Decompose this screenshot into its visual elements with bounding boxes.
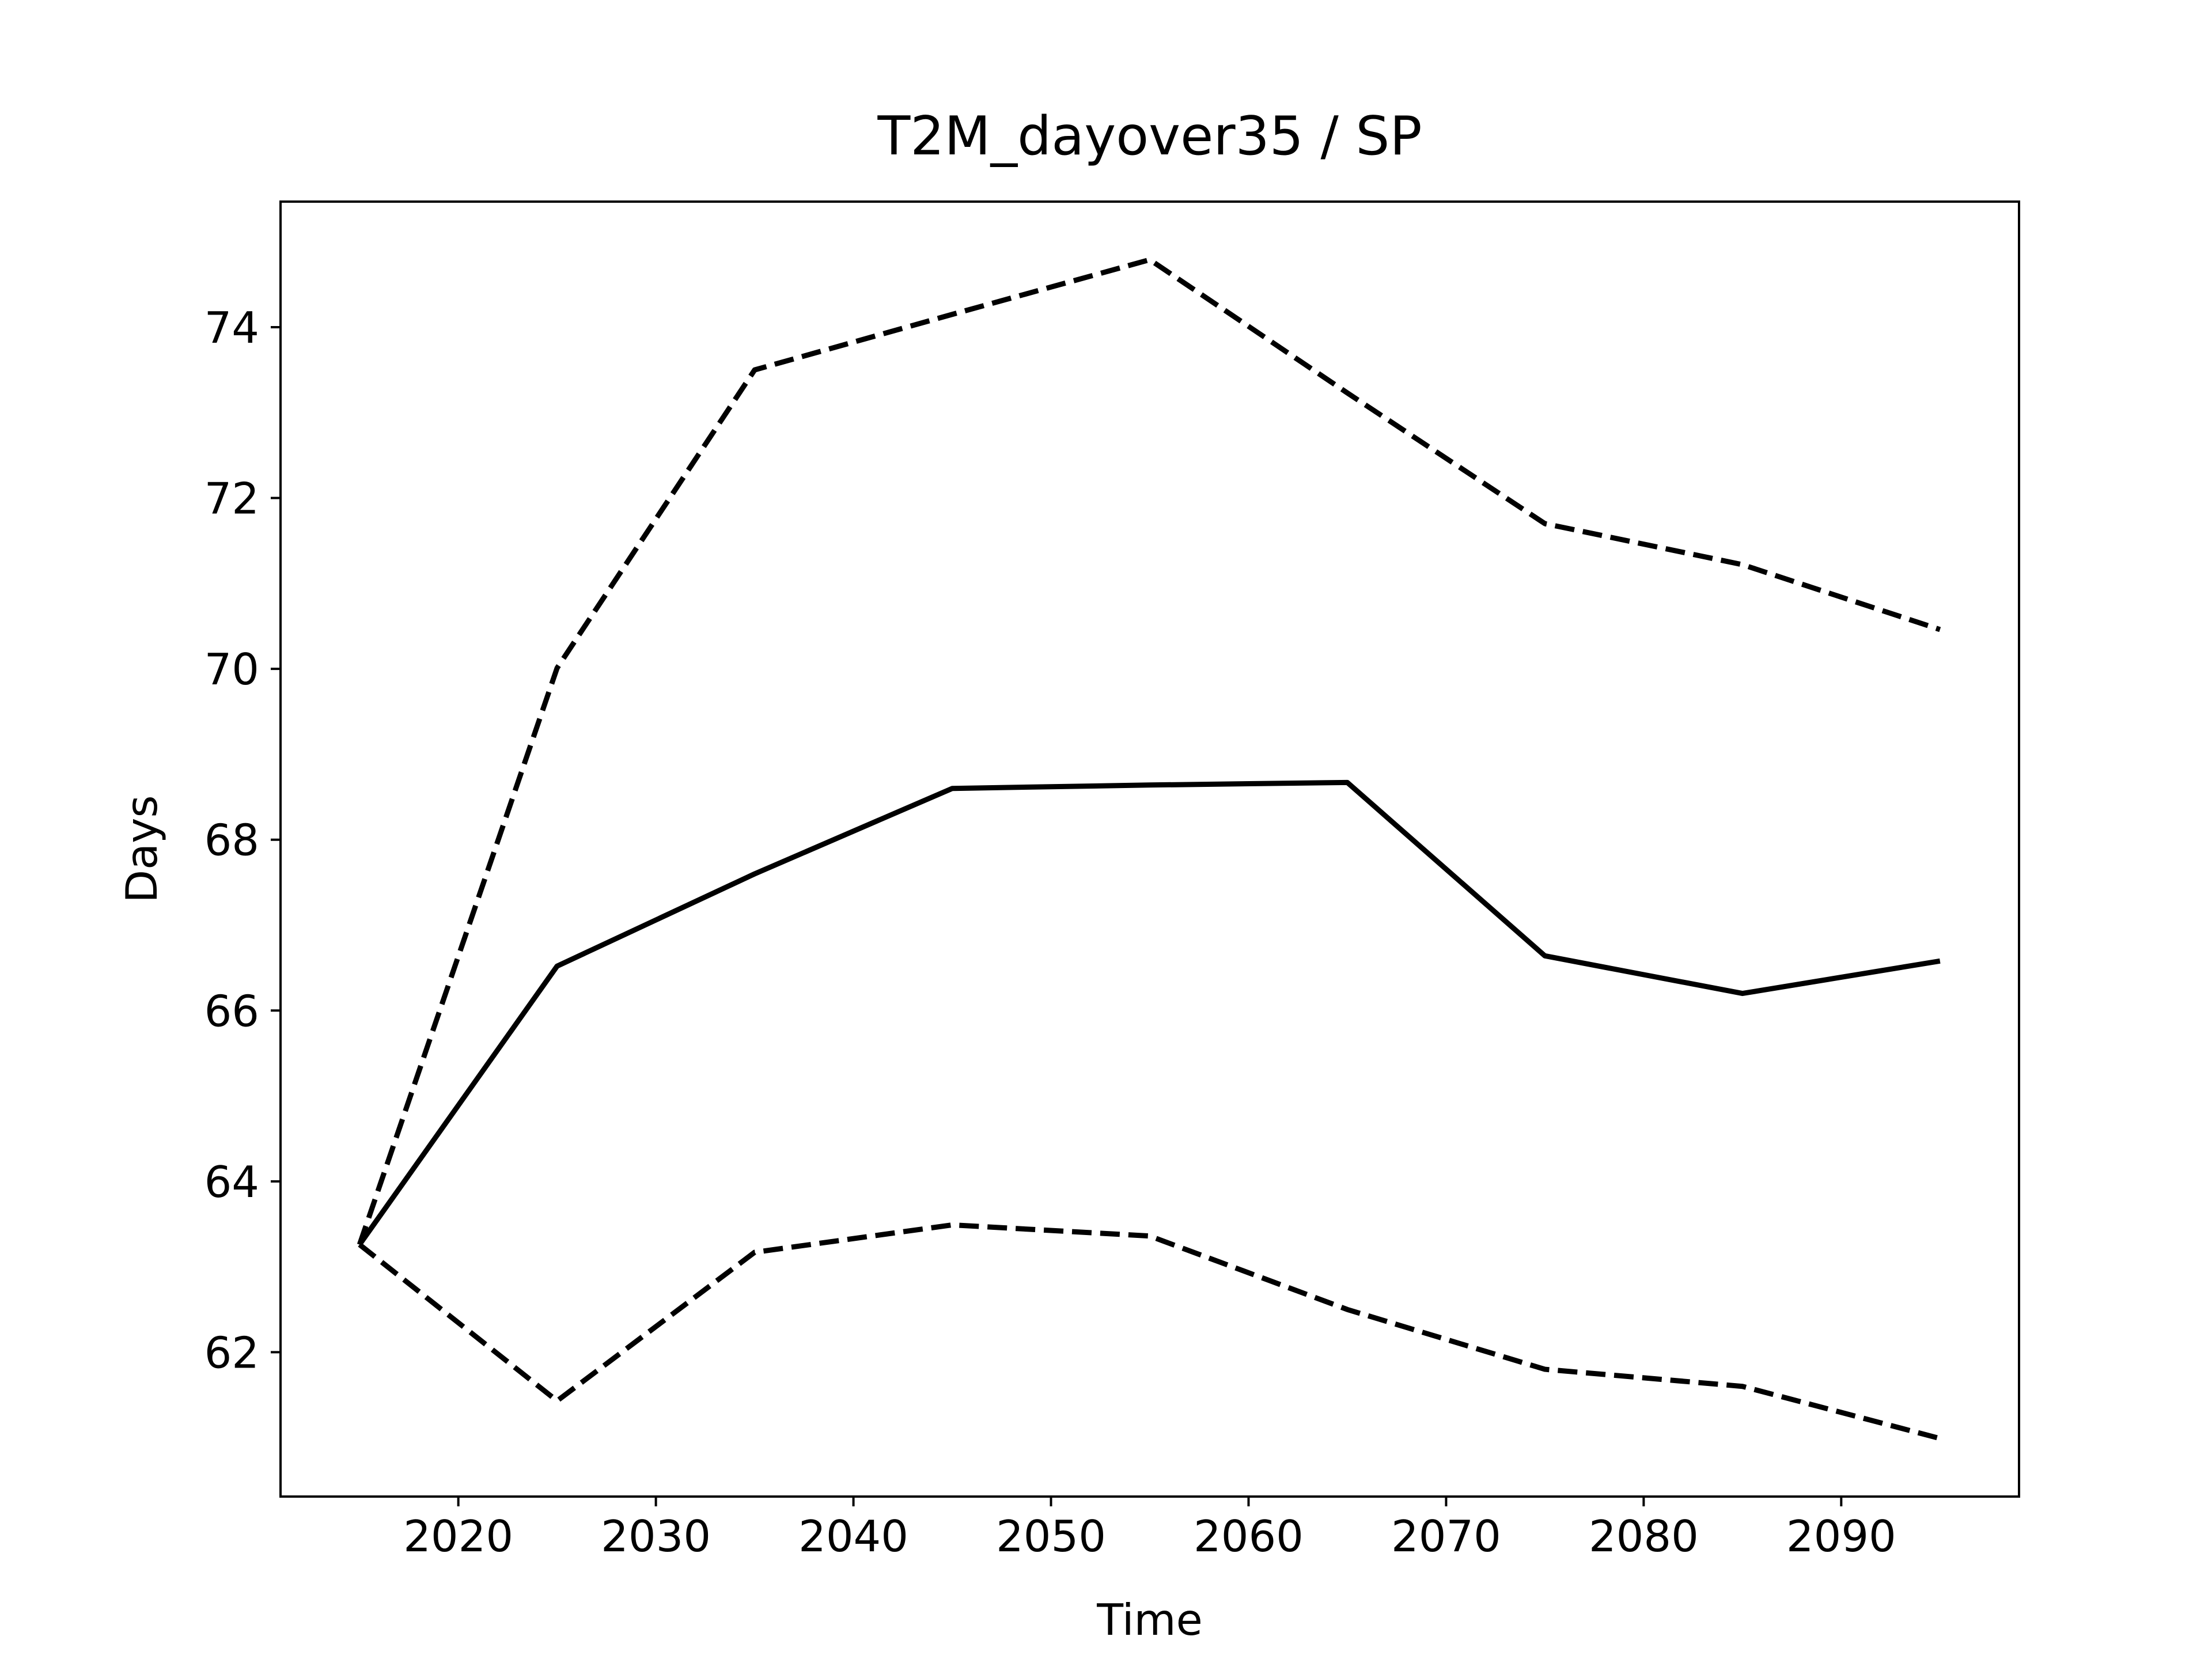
x-tick-label: 2030: [601, 1511, 711, 1562]
chart-title: T2M_dayover35 / SP: [877, 105, 1422, 167]
x-tick-label: 2060: [1194, 1511, 1304, 1562]
y-tick-label: 62: [204, 1327, 259, 1378]
data-line: [357, 257, 1941, 1246]
data-line: [358, 1222, 1941, 1441]
data-line: [357, 779, 1941, 1247]
y-tick-label: 72: [204, 474, 259, 524]
x-tick-label: 2080: [1589, 1511, 1699, 1562]
x-tick-label: 2040: [798, 1511, 908, 1562]
y-tick-label: 68: [204, 815, 259, 866]
y-axis-label: Days: [116, 795, 167, 903]
x-tick-label: 2050: [996, 1511, 1106, 1562]
x-tick-label: 2020: [403, 1511, 513, 1562]
x-tick-label: 2090: [1786, 1511, 1896, 1562]
y-tick-label: 66: [204, 986, 259, 1036]
y-tick-label: 64: [204, 1157, 259, 1207]
plot-frame: [279, 200, 2020, 1498]
y-tick-label: 74: [204, 302, 259, 353]
x-tick-label: 2070: [1391, 1511, 1501, 1562]
y-tick-label: 70: [204, 644, 259, 695]
x-axis-label: Time: [1096, 1594, 1203, 1645]
